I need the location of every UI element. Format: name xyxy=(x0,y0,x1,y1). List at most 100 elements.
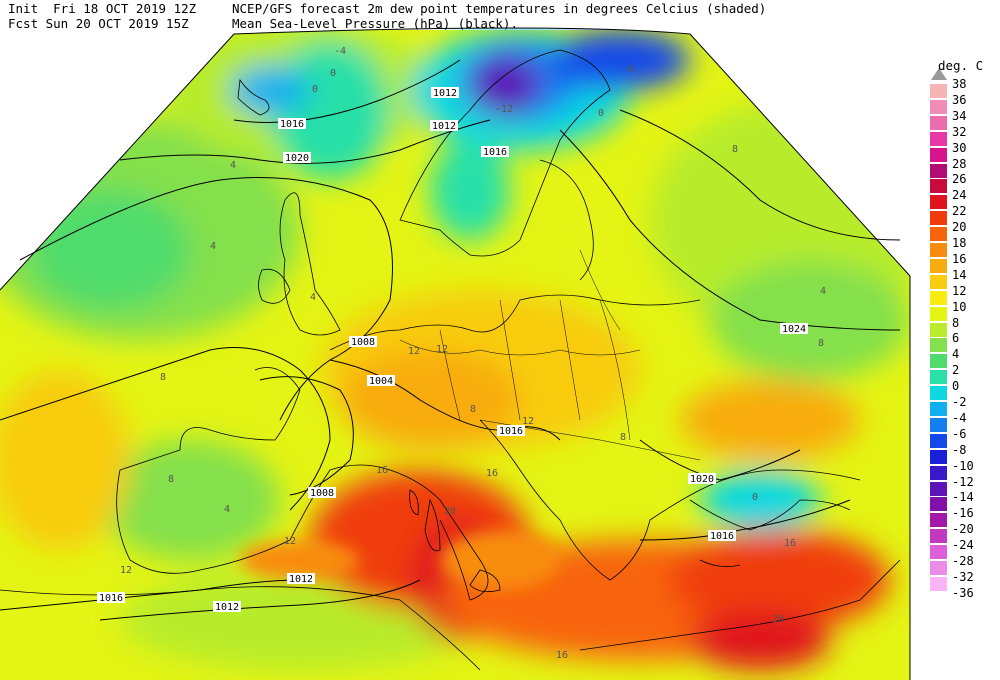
svg-text:20: 20 xyxy=(444,506,456,517)
svg-text:8: 8 xyxy=(470,404,476,415)
legend-label: 12 xyxy=(952,283,967,298)
svg-text:12: 12 xyxy=(522,416,534,427)
isobar-label-1016e: 1016 xyxy=(708,530,736,542)
legend-label: 4 xyxy=(952,347,960,362)
legend-swatch xyxy=(930,290,947,305)
svg-text:1016: 1016 xyxy=(280,119,304,130)
legend-label: -12 xyxy=(952,474,974,489)
legend-swatch xyxy=(930,274,947,289)
legend-swatch xyxy=(930,354,947,369)
isobar-label-1016b: 1016 xyxy=(481,146,509,158)
legend-swatch xyxy=(930,211,947,226)
svg-text:1016: 1016 xyxy=(499,426,523,437)
svg-text:12: 12 xyxy=(120,565,132,576)
legend-label: 8 xyxy=(952,315,960,330)
svg-text:8: 8 xyxy=(620,432,626,443)
legend-swatch xyxy=(930,497,947,512)
legend-label: 38 xyxy=(952,77,967,91)
isobar-label-1016a: 1016 xyxy=(278,118,306,130)
isobar-label-1020b: 1020 xyxy=(688,473,716,485)
svg-text:16: 16 xyxy=(486,468,498,479)
legend-label: 10 xyxy=(952,299,967,314)
svg-text:4: 4 xyxy=(210,241,216,252)
legend-swatch xyxy=(930,561,947,575)
legend-label: -6 xyxy=(952,426,967,441)
isobar-labels: 1012 1012 1016 1016 1020 1004 1008 1016 … xyxy=(97,87,808,613)
isobar-label-1016d: 1016 xyxy=(97,592,125,604)
legend-swatch xyxy=(930,147,947,162)
legend-swatch xyxy=(930,179,947,194)
legend-swatch xyxy=(930,433,947,448)
svg-text:12: 12 xyxy=(408,346,420,357)
svg-text:20: 20 xyxy=(772,614,784,625)
svg-text:1020: 1020 xyxy=(285,153,309,164)
svg-text:12: 12 xyxy=(284,536,296,547)
svg-text:8: 8 xyxy=(818,338,824,349)
legend-label: 36 xyxy=(952,92,967,107)
legend-swatch xyxy=(930,84,947,98)
legend-label: -8 xyxy=(952,442,967,457)
dewpoint-labels: -4 0 0 -8 -12 0 4 8 4 4 8 12 12 8 12 16 … xyxy=(120,46,826,661)
legend-label: 22 xyxy=(952,204,967,219)
svg-text:1016: 1016 xyxy=(483,147,507,158)
forecast-time-text: Fcst Sun 20 OCT 2019 15Z xyxy=(8,16,189,31)
svg-text:1012: 1012 xyxy=(433,88,457,99)
svg-text:-12: -12 xyxy=(495,104,513,115)
svg-text:4: 4 xyxy=(230,160,236,171)
svg-text:0: 0 xyxy=(598,108,604,119)
svg-text:4: 4 xyxy=(310,292,316,303)
svg-text:8: 8 xyxy=(732,144,738,155)
shaded-field xyxy=(0,28,910,680)
isobars xyxy=(0,59,901,621)
legend-label: -2 xyxy=(952,395,967,409)
isobar-label-1004: 1004 xyxy=(367,375,395,387)
legend-label: 28 xyxy=(952,156,967,171)
svg-text:4: 4 xyxy=(820,286,826,297)
svg-text:1004: 1004 xyxy=(369,376,393,387)
svg-text:-4: -4 xyxy=(334,46,346,57)
legend-swatch xyxy=(930,402,947,416)
legend-swatch xyxy=(930,131,947,146)
legend-swatch xyxy=(930,545,947,560)
isobar-label-1008b: 1008 xyxy=(308,487,336,499)
legend-label: -20 xyxy=(952,522,974,537)
svg-text:4: 4 xyxy=(224,504,230,515)
isobar-label-1024: 1024 xyxy=(780,323,808,335)
triangle-up-icon xyxy=(931,68,947,80)
svg-text:0: 0 xyxy=(312,84,318,95)
svg-text:16: 16 xyxy=(556,650,568,661)
legend-swatch xyxy=(930,513,947,528)
legend-swatch xyxy=(930,370,947,385)
coastlines xyxy=(0,49,901,671)
legend-label: -24 xyxy=(952,538,974,553)
isobar-label-1012b: 1012 xyxy=(430,120,458,132)
legend-swatch xyxy=(930,481,947,496)
init-time-text: Init Fri 18 OCT 2019 12Z xyxy=(8,1,197,16)
legend-label: -14 xyxy=(952,490,974,505)
map-title: NCEP/GFS forecast 2m dew point temperatu… xyxy=(232,1,767,16)
legend-swatch xyxy=(930,227,947,242)
map-frame xyxy=(0,27,911,680)
isobar-label-1008a: 1008 xyxy=(349,336,377,348)
legend-label: 18 xyxy=(952,236,967,250)
legend-label: 6 xyxy=(952,331,960,346)
legend-swatch xyxy=(930,243,947,257)
legend-label: 14 xyxy=(952,267,967,282)
legend-swatch xyxy=(930,322,947,337)
legend-label: -36 xyxy=(952,585,974,600)
legend-swatch xyxy=(930,576,947,591)
svg-text:12: 12 xyxy=(436,344,448,355)
legend-swatch xyxy=(930,163,947,178)
legend-swatch xyxy=(930,99,947,114)
svg-text:1024: 1024 xyxy=(782,324,806,335)
legend-label: 16 xyxy=(952,251,967,266)
svg-text:8: 8 xyxy=(160,372,166,383)
legend-swatch xyxy=(930,338,947,353)
svg-text:1020: 1020 xyxy=(690,474,714,485)
legend-title: deg. C xyxy=(938,58,984,73)
legend-swatch xyxy=(930,195,947,210)
legend-label: -16 xyxy=(952,506,974,521)
legend-swatch xyxy=(930,529,947,544)
svg-text:8: 8 xyxy=(168,474,174,485)
